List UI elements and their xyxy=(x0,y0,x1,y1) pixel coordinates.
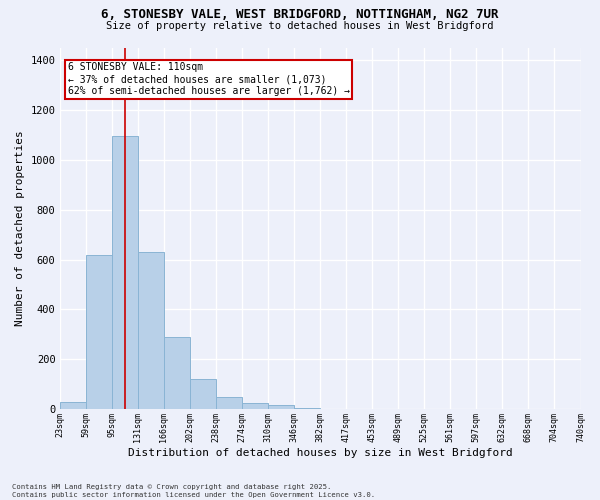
Text: 6 STONESBY VALE: 110sqm
← 37% of detached houses are smaller (1,073)
62% of semi: 6 STONESBY VALE: 110sqm ← 37% of detache… xyxy=(68,62,350,96)
Text: 6, STONESBY VALE, WEST BRIDGFORD, NOTTINGHAM, NG2 7UR: 6, STONESBY VALE, WEST BRIDGFORD, NOTTIN… xyxy=(101,8,499,20)
Bar xyxy=(216,396,242,409)
Y-axis label: Number of detached properties: Number of detached properties xyxy=(15,130,25,326)
Bar xyxy=(294,408,320,409)
Bar xyxy=(190,379,216,409)
Bar xyxy=(164,337,190,409)
Text: Size of property relative to detached houses in West Bridgford: Size of property relative to detached ho… xyxy=(106,21,494,31)
Bar xyxy=(268,406,294,409)
X-axis label: Distribution of detached houses by size in West Bridgford: Distribution of detached houses by size … xyxy=(128,448,512,458)
Bar xyxy=(112,136,138,409)
Bar xyxy=(242,403,268,409)
Bar xyxy=(138,252,164,409)
Bar xyxy=(60,402,86,409)
Bar xyxy=(86,254,112,409)
Text: Contains HM Land Registry data © Crown copyright and database right 2025.
Contai: Contains HM Land Registry data © Crown c… xyxy=(12,484,375,498)
